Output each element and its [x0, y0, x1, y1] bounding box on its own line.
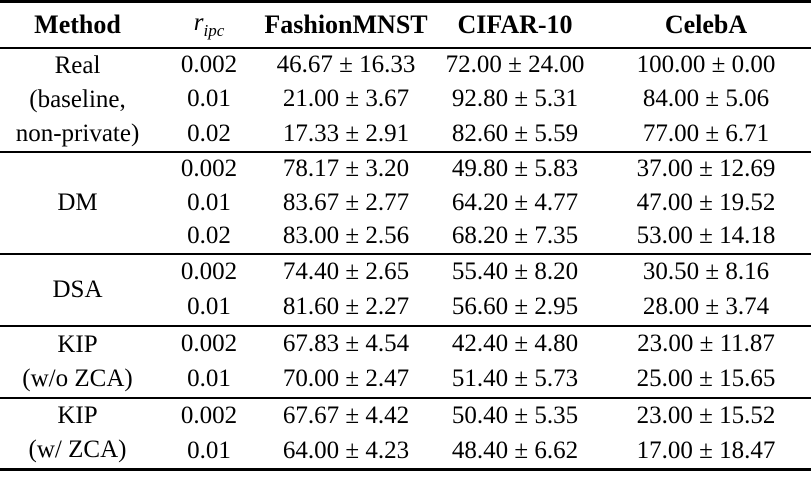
table-row: DSA 0.002 74.40 ± 2.65 55.40 ± 8.20 30.5… [0, 254, 811, 303]
table-row: 0.02 83.00 ± 2.56 68.20 ± 7.35 53.00 ± 1… [0, 220, 811, 254]
cell-ripc: 0.01 [187, 436, 231, 464]
method-group-dsa: DSA 0.002 74.40 ± 2.65 55.40 ± 8.20 30.5… [0, 253, 811, 326]
method-group-kip-w-zca: KIP (w/ ZCA) 0.002 67.67 ± 4.42 50.40 ± … [0, 397, 811, 470]
table-row: Real (baseline, non-private) 0.002 46.67… [0, 48, 811, 146]
cell-cifar10: 50.40 ± 5.35 [451, 402, 579, 429]
ripc-subscript: ipc [203, 20, 225, 40]
cell-fashionmnst: 21.00 ± 3.67 [282, 85, 410, 113]
cell-ripc: 0.002 [180, 258, 238, 285]
ripc-symbol: r [193, 8, 204, 36]
table-row: KIP (w/o ZCA) 0.002 67.83 ± 4.54 42.40 ±… [0, 326, 811, 392]
cell-fashionmnst: 74.40 ± 2.65 [282, 258, 410, 285]
column-header-method: Method [34, 9, 121, 39]
method-line: DM [57, 188, 98, 216]
table-header: Method ripc FashionMNST CIFAR-10 CelebA [0, 2, 811, 48]
method-line: KIP [57, 330, 98, 358]
cell-celeba: 30.50 ± 8.16 [642, 258, 770, 285]
method-line: (w/o ZCA) [22, 364, 133, 392]
table-row: DM 0.002 78.17 ± 3.20 49.80 ± 5.83 37.00… [0, 152, 811, 216]
method-cell-real: Real (baseline, non-private) [0, 48, 155, 152]
cell-ripc: 0.01 [187, 365, 231, 392]
cell-celeba: 77.00 ± 6.71 [642, 119, 770, 147]
cell-cifar10: 56.60 ± 2.95 [451, 293, 579, 320]
cell-fashionmnst: 83.00 ± 2.56 [282, 222, 410, 249]
cell-celeba: 23.00 ± 15.52 [636, 402, 776, 429]
table-row: 0.01 70.00 ± 2.47 51.40 ± 5.73 25.00 ± 1… [0, 362, 811, 398]
method-line: non-private) [15, 119, 140, 147]
cell-cifar10: 92.80 ± 5.31 [451, 85, 579, 113]
cell-celeba: 47.00 ± 19.52 [636, 188, 776, 216]
cell-fashionmnst: 67.83 ± 4.54 [282, 330, 410, 357]
method-cell-dsa: DSA [0, 254, 155, 326]
method-line: (w/ ZCA) [28, 436, 127, 464]
cell-cifar10: 82.60 ± 5.59 [451, 119, 579, 147]
cell-cifar10: 42.40 ± 4.80 [451, 330, 579, 357]
cell-celeba: 28.00 ± 3.74 [642, 293, 770, 320]
cell-ripc: 0.02 [187, 222, 231, 249]
cell-fashionmnst: 78.17 ± 3.20 [282, 155, 410, 182]
method-cell-dm: DM [0, 152, 155, 254]
method-line: Real [54, 51, 101, 79]
cell-celeba: 100.00 ± 0.00 [636, 51, 776, 79]
cell-cifar10: 49.80 ± 5.83 [451, 155, 579, 182]
cell-celeba: 84.00 ± 5.06 [642, 85, 770, 113]
method-line: DSA [52, 275, 103, 303]
method-line: KIP [57, 402, 98, 430]
table-row: 0.02 17.33 ± 2.91 82.60 ± 5.59 77.00 ± 6… [0, 117, 811, 152]
table-row: 0.01 83.67 ± 2.77 64.20 ± 4.77 47.00 ± 1… [0, 186, 811, 220]
cell-fashionmnst: 83.67 ± 2.77 [282, 188, 410, 216]
cell-cifar10: 48.40 ± 6.62 [451, 436, 579, 464]
cell-fashionmnst: 81.60 ± 2.27 [282, 293, 410, 320]
column-header-ripc: ripc [155, 2, 263, 48]
cell-fashionmnst: 17.33 ± 2.91 [282, 119, 410, 147]
cell-ripc: 0.01 [187, 293, 231, 320]
cell-cifar10: 51.40 ± 5.73 [451, 365, 579, 392]
cell-ripc: 0.01 [187, 85, 231, 113]
cell-fashionmnst: 64.00 ± 4.23 [282, 436, 410, 464]
cell-ripc: 0.002 [180, 155, 238, 182]
column-header-cifar10: CIFAR-10 [457, 9, 573, 39]
cell-cifar10: 64.20 ± 4.77 [451, 188, 579, 216]
method-group-kip-wo-zca: KIP (w/o ZCA) 0.002 67.83 ± 4.54 42.40 ±… [0, 325, 811, 398]
cell-fashionmnst: 46.67 ± 16.33 [276, 51, 416, 79]
cell-celeba: 25.00 ± 15.65 [636, 365, 776, 392]
cell-celeba: 17.00 ± 18.47 [636, 436, 776, 464]
column-header-celeba: CelebA [664, 9, 748, 39]
method-line: (baseline, [29, 85, 126, 113]
cell-celeba: 23.00 ± 11.87 [637, 330, 775, 357]
cell-celeba: 53.00 ± 14.18 [636, 222, 776, 249]
cell-ripc: 0.002 [180, 51, 238, 79]
cell-cifar10: 68.20 ± 7.35 [451, 222, 579, 249]
header-row: Method ripc FashionMNST CIFAR-10 CelebA [0, 2, 811, 48]
cell-fashionmnst: 67.67 ± 4.42 [282, 402, 410, 429]
method-cell-kip-w-zca: KIP (w/ ZCA) [0, 398, 155, 470]
cell-celeba: 37.00 ± 12.69 [636, 155, 776, 182]
table-row: 0.01 64.00 ± 4.23 48.40 ± 6.62 17.00 ± 1… [0, 434, 811, 470]
method-group-dm: DM 0.002 78.17 ± 3.20 49.80 ± 5.83 37.00… [0, 151, 811, 254]
results-table: Method ripc FashionMNST CIFAR-10 CelebA … [0, 0, 811, 471]
cell-ripc: 0.002 [180, 330, 238, 357]
cell-cifar10: 72.00 ± 24.00 [445, 51, 585, 79]
method-group-real: Real (baseline, non-private) 0.002 46.67… [0, 47, 811, 152]
column-header-fashionmnst: FashionMNST [264, 9, 428, 39]
cell-ripc: 0.01 [187, 188, 231, 216]
table-row: KIP (w/ ZCA) 0.002 67.67 ± 4.42 50.40 ± … [0, 398, 811, 463]
table-row: 0.01 81.60 ± 2.27 56.60 ± 2.95 28.00 ± 3… [0, 290, 811, 326]
cell-cifar10: 55.40 ± 8.20 [451, 258, 579, 285]
cell-ripc: 0.02 [187, 119, 231, 147]
cell-ripc: 0.002 [180, 402, 238, 429]
method-cell-kip-wo-zca: KIP (w/o ZCA) [0, 326, 155, 398]
table-row: 0.01 21.00 ± 3.67 92.80 ± 5.31 84.00 ± 5… [0, 82, 811, 117]
cell-fashionmnst: 70.00 ± 2.47 [282, 365, 410, 392]
